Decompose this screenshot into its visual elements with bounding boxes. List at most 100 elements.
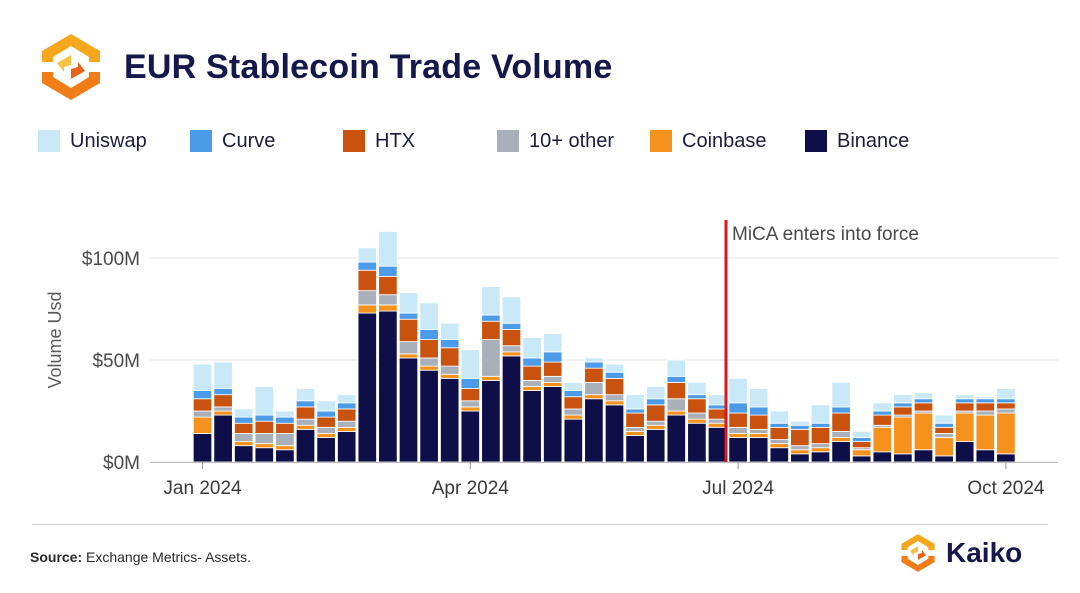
bar-segment-htx [625,412,645,428]
bar-segment-10-other [749,428,769,434]
bar-segment-htx [460,388,480,402]
kaiko-brand-icon [901,534,935,572]
bar-segment-curve [316,410,336,418]
bar-segment-10-other [337,420,357,428]
bar-segment-coinbase [913,412,934,451]
bar-segment-uniswap [419,302,439,330]
bar-segment-htx [687,398,707,414]
bar-segment-coinbase [501,351,522,357]
bar-segment-curve [852,437,872,442]
legend-swatch-coinbase [650,130,672,152]
bar-segment-10-other [501,345,522,353]
legend-label-binance: Binance [837,129,910,152]
bar-segment-coinbase [213,410,233,416]
bar-segment-coinbase [481,375,501,381]
bar-segment-coinbase [790,449,810,455]
bar-segment-uniswap [275,410,295,418]
bar-segment-coinbase [893,416,913,455]
legend-label-coinbase: Coinbase [682,129,767,152]
bar-segment-10-other [996,408,1016,414]
bar-segment-curve [975,398,995,404]
legend: Uniswap Curve HTX 10+ other Coinbase Bin… [0,126,1080,156]
bar-segment-htx [398,318,419,343]
bar-segment-htx [543,361,563,377]
bar-segment-coinbase [419,365,439,371]
bar-segment-coinbase [440,373,460,379]
bar-segment-uniswap [584,357,604,363]
bar-segment-binance [357,312,377,463]
bar-segment-binance [440,377,460,463]
bar-segment-htx [852,441,872,449]
bar-segment-binance [481,379,501,463]
bar-segment-coinbase [563,414,583,420]
bar-segment-uniswap [440,322,460,340]
bar-segment-10-other [419,357,439,367]
bar-segment-coinbase [687,418,707,424]
legend-item-coinbase: Coinbase [650,126,767,156]
bar-segment-htx [769,426,789,440]
bar-segment-coinbase [769,443,789,449]
bar-segment-curve [460,377,480,389]
bar-segment-curve [522,357,542,367]
bar-segment-curve [728,402,748,414]
bar-segment-binance [604,404,625,463]
bar-segment-coinbase [522,386,542,391]
bar-segment-uniswap [790,420,810,426]
bar-segment-10-other [460,400,480,408]
bar-segment-uniswap [810,404,831,424]
bar-segment-htx [872,414,892,426]
bar-segment-htx [481,320,501,340]
bar-segment-coinbase [275,445,295,451]
bar-segment-htx [337,408,357,422]
bar-segment-htx [934,426,954,434]
bar-segment-curve [501,322,522,330]
bar-segment-binance [192,433,213,463]
bar-segment-10-other [378,294,398,306]
x-tick-label: Oct 2024 [967,478,1045,499]
legend-swatch-curve [190,130,212,152]
bar-segment-uniswap [604,363,625,373]
bar-segment-binance [687,422,707,463]
bar-segment-binance [975,449,995,463]
bar-segment-10-other [666,398,686,412]
bar-segment-coinbase [398,353,419,359]
bar-segment-htx [604,377,625,396]
legend-swatch-htx [343,130,365,152]
bar-segment-binance [707,426,728,463]
bar-segment-binance [295,428,316,463]
bar-segment-curve [337,402,357,410]
bar-segment-curve [254,414,274,422]
page-title: EUR Stablecoin Trade Volume [124,47,613,86]
bar-segment-uniswap [234,408,254,418]
legend-label-other: 10+ other [529,129,615,152]
bar-segment-uniswap [852,430,872,438]
bar-segment-binance [913,449,934,463]
bar-segment-htx [563,396,583,410]
bar-segment-10-other [625,426,645,432]
bar-segment-uniswap [913,392,934,400]
bar-segment-htx [913,402,934,412]
x-tick-label: Apr 2024 [432,478,510,499]
bar-segment-uniswap [769,410,789,424]
legend-item-htx: HTX [343,126,415,156]
bar-segment-binance [378,310,398,463]
bar-segment-10-other [316,426,336,434]
bar-segment-10-other [213,406,233,412]
bar-segment-htx [419,339,439,359]
bar-segment-coinbase [543,382,563,387]
bar-segment-htx [234,422,254,434]
bar-segment-curve [584,361,604,369]
bar-segment-curve [275,416,295,424]
y-tick-label: $0M [103,453,140,474]
bar-segment-coinbase [584,394,604,400]
bar-segment-binance [337,430,357,463]
bar-segment-10-other [357,290,377,306]
bar-segment-uniswap [893,394,913,404]
bar-segment-coinbase [295,424,316,430]
bar-segment-10-other [481,339,501,377]
bar-segment-curve [625,408,645,414]
source-text: Exchange Metrics- Assets. [82,549,251,565]
bar-segment-htx [275,422,295,434]
footer-divider [32,524,1048,525]
bar-segment-uniswap [378,231,398,267]
